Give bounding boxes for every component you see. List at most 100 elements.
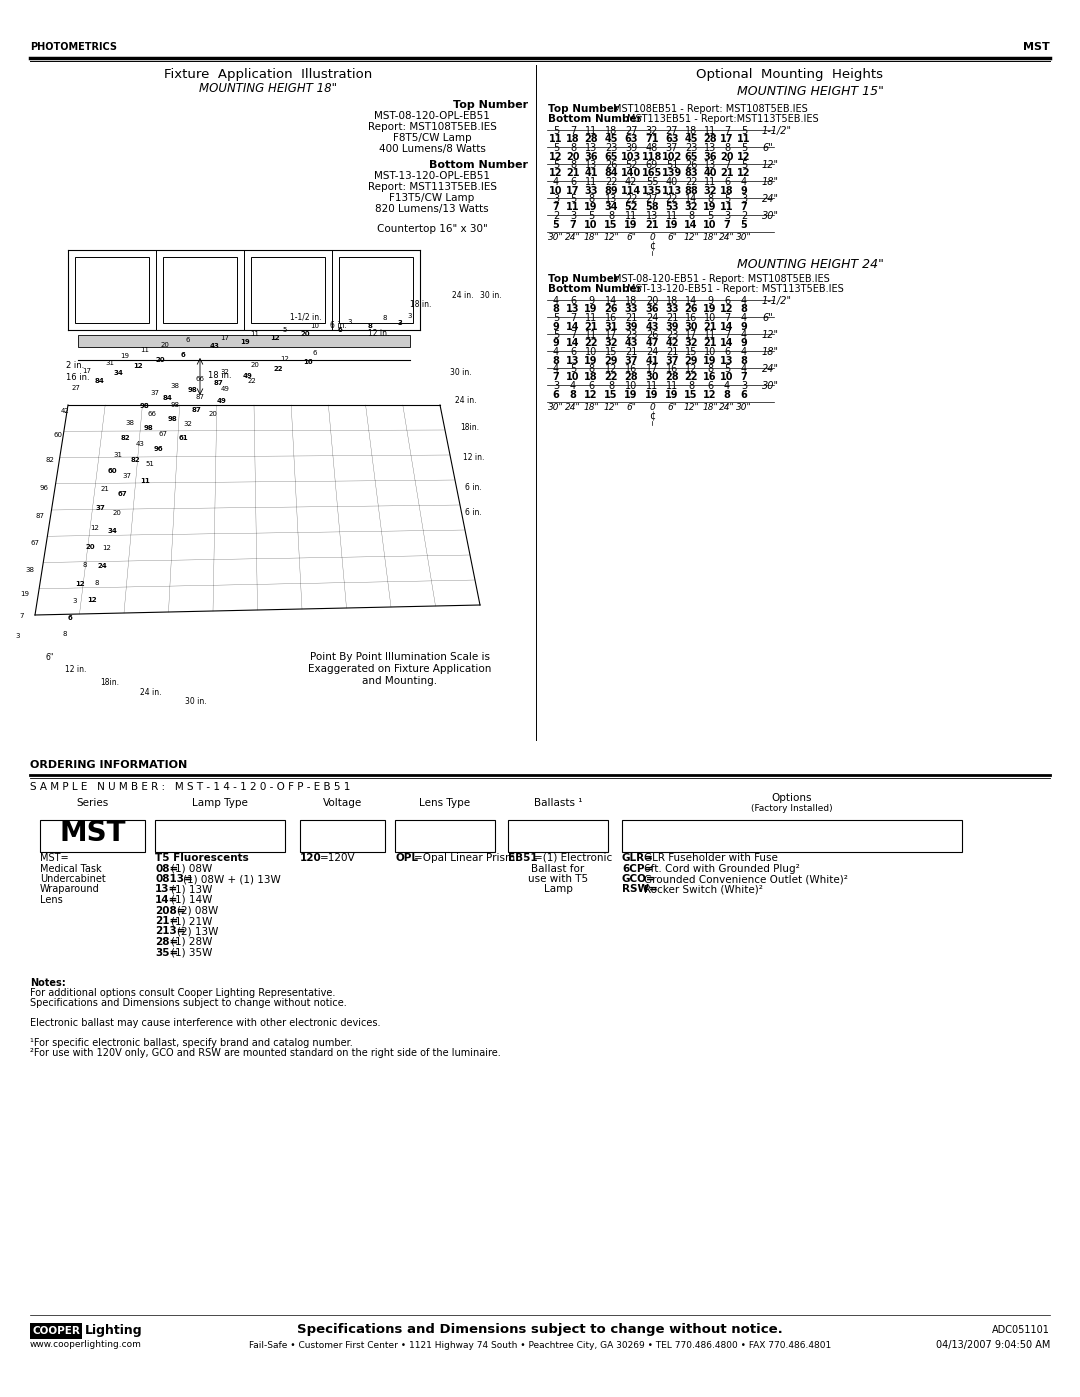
Text: 11: 11 (704, 330, 716, 339)
Text: 7: 7 (553, 373, 559, 383)
Text: 4: 4 (741, 365, 747, 374)
Text: 30: 30 (685, 321, 698, 331)
Text: MST113EB51 - Report:MST113T5EB.IES: MST113EB51 - Report:MST113T5EB.IES (627, 115, 819, 124)
Text: 7: 7 (570, 126, 576, 136)
Text: 40: 40 (666, 177, 678, 187)
Text: Electronic ballast may cause interference with other electronic devices.: Electronic ballast may cause interferenc… (30, 1018, 380, 1028)
Text: 41: 41 (584, 169, 597, 179)
Text: 36: 36 (645, 305, 659, 314)
Text: 7: 7 (724, 161, 730, 170)
Text: 87: 87 (213, 380, 222, 386)
Bar (30, 1323, 82, 1338)
Text: 8: 8 (588, 194, 594, 204)
Text: 18": 18" (762, 177, 779, 187)
Text: 5: 5 (724, 365, 730, 374)
Text: 6": 6" (667, 402, 677, 412)
Text: 23: 23 (685, 142, 698, 154)
Text: 4: 4 (553, 365, 559, 374)
Text: 20: 20 (112, 510, 121, 515)
Text: 21: 21 (720, 169, 733, 179)
Text: 12: 12 (76, 581, 85, 587)
Text: 19: 19 (703, 305, 717, 314)
Text: 8: 8 (553, 355, 559, 366)
Text: 30": 30" (737, 233, 752, 242)
Text: 8: 8 (569, 390, 577, 400)
Text: 12: 12 (270, 335, 280, 341)
Text: 5: 5 (588, 211, 594, 221)
Text: 5: 5 (707, 211, 713, 221)
Text: 12: 12 (738, 169, 751, 179)
Text: MOUNTING HEIGHT 24": MOUNTING HEIGHT 24" (737, 258, 883, 271)
Text: 3: 3 (741, 194, 747, 204)
Text: 8: 8 (707, 365, 713, 374)
Text: 12: 12 (720, 305, 733, 314)
Text: 13: 13 (704, 161, 716, 170)
Text: 21: 21 (665, 346, 678, 358)
Text: 27: 27 (665, 126, 678, 136)
Text: 16: 16 (605, 313, 617, 323)
Text: 18in.: 18in. (460, 423, 480, 432)
Text: 21: 21 (100, 486, 109, 492)
Text: 14: 14 (685, 194, 697, 204)
Text: 38: 38 (26, 567, 35, 573)
Text: 6: 6 (707, 381, 713, 391)
Text: 5: 5 (553, 330, 559, 339)
Text: 66: 66 (195, 376, 204, 381)
Text: 21: 21 (703, 321, 717, 331)
Text: 0813=: 0813= (156, 875, 192, 884)
Text: 11: 11 (704, 126, 716, 136)
Text: 8: 8 (95, 580, 99, 585)
Text: 14: 14 (720, 338, 733, 348)
Bar (300, 820, 384, 852)
Text: 35=: 35= (156, 947, 178, 957)
Text: Voltage: Voltage (323, 798, 362, 807)
Text: Lens: Lens (40, 895, 63, 905)
Text: 18: 18 (566, 134, 580, 144)
Text: 3: 3 (408, 313, 413, 319)
Text: 17: 17 (605, 330, 617, 339)
Text: T5 Fluorescents: T5 Fluorescents (156, 854, 248, 863)
Text: 22: 22 (685, 373, 698, 383)
Text: 30": 30" (549, 233, 564, 242)
Text: 3: 3 (724, 211, 730, 221)
Text: 12": 12" (762, 161, 779, 170)
Text: 37: 37 (665, 142, 678, 154)
Text: 135: 135 (642, 186, 662, 196)
Text: 6 in.: 6 in. (465, 483, 482, 492)
Text: 52: 52 (624, 161, 637, 170)
Text: 87: 87 (195, 394, 204, 400)
Text: 21: 21 (645, 219, 659, 229)
Text: 31: 31 (113, 453, 122, 458)
Text: PHOTOMETRICS: PHOTOMETRICS (30, 42, 117, 52)
Text: Bottom Number: Bottom Number (429, 161, 528, 170)
Text: 22: 22 (605, 177, 618, 187)
Text: 30 in.: 30 in. (185, 697, 206, 705)
Text: 21: 21 (625, 313, 637, 323)
Text: 6: 6 (68, 615, 72, 622)
Text: 9: 9 (707, 296, 713, 306)
Text: 32: 32 (604, 338, 618, 348)
Text: Lighting: Lighting (85, 1324, 143, 1337)
Text: (2) 13W: (2) 13W (177, 926, 218, 936)
Text: 31: 31 (604, 321, 618, 331)
Text: 24: 24 (646, 346, 658, 358)
Text: =(1) Electronic: =(1) Electronic (534, 854, 612, 863)
Text: For additional options consult Cooper Lighting Representative.: For additional options consult Cooper Li… (30, 988, 336, 997)
Text: 103: 103 (621, 151, 642, 162)
Text: Report: MST108T5EB.IES: Report: MST108T5EB.IES (367, 122, 497, 131)
Text: 12: 12 (605, 365, 617, 374)
Text: and Mounting.: and Mounting. (363, 676, 437, 686)
Text: 22: 22 (273, 366, 283, 372)
Text: 49: 49 (220, 386, 229, 393)
Bar (78, 335, 410, 346)
Text: 3: 3 (570, 211, 576, 221)
Text: 18: 18 (584, 373, 598, 383)
Text: 5: 5 (741, 161, 747, 170)
Text: 6: 6 (724, 177, 730, 187)
Text: 8: 8 (570, 161, 576, 170)
Text: 7: 7 (569, 219, 577, 229)
Text: MST-13-120-EB51 - Report: MST113T5EB.IES: MST-13-120-EB51 - Report: MST113T5EB.IES (627, 284, 843, 293)
Text: 13: 13 (585, 142, 597, 154)
Text: 19: 19 (240, 339, 249, 345)
Text: 6: 6 (570, 177, 576, 187)
